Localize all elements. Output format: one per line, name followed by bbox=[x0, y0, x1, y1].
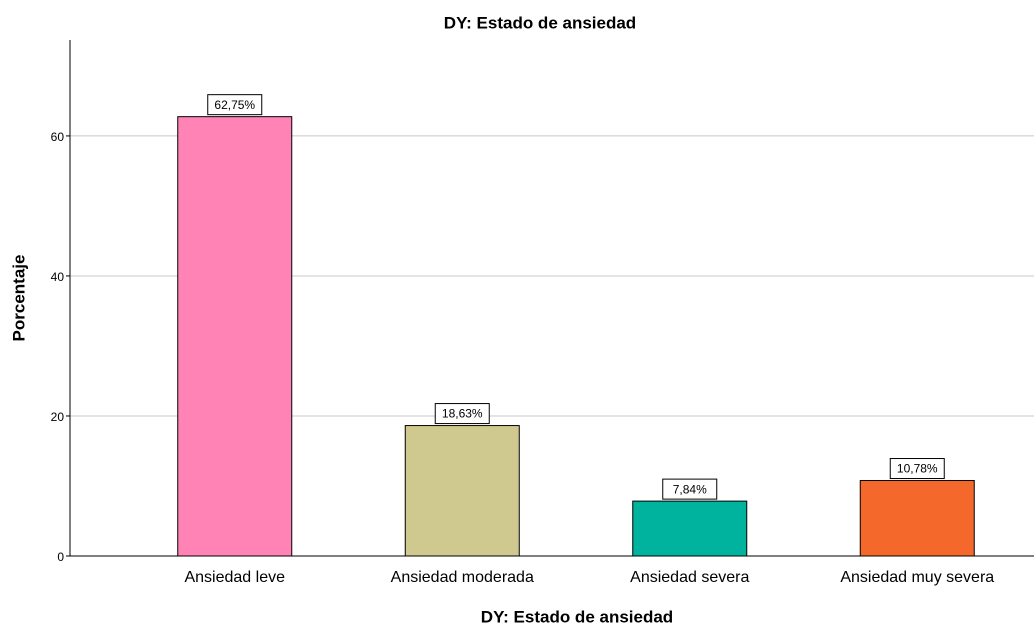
bar bbox=[632, 500, 748, 557]
value-label-box bbox=[889, 458, 945, 480]
chart-title: DY: Estado de ansiedad bbox=[444, 13, 636, 32]
value-label: 62,75% bbox=[214, 98, 255, 112]
y-tick-label: 20 bbox=[51, 410, 65, 424]
value-label-box bbox=[662, 478, 718, 500]
y-axis-label: Porcentaje bbox=[9, 255, 28, 342]
x-tick-label: Ansiedad leve bbox=[184, 569, 285, 586]
y-tick-label: 60 bbox=[51, 130, 65, 144]
y-tick-label: 40 bbox=[51, 270, 65, 284]
bar bbox=[177, 116, 293, 557]
value-label: 18,63% bbox=[442, 407, 483, 421]
value-label: 7,84% bbox=[673, 482, 707, 496]
y-tick-label: 0 bbox=[57, 550, 64, 564]
bar bbox=[859, 480, 975, 557]
x-tick-label: Ansiedad severa bbox=[630, 569, 749, 586]
value-label-box bbox=[434, 403, 490, 425]
x-tick-label: Ansiedad muy severa bbox=[840, 569, 994, 586]
bar bbox=[404, 425, 520, 557]
x-tick-label: Ansiedad moderada bbox=[391, 569, 534, 586]
value-label-box bbox=[207, 94, 263, 116]
value-label: 10,78% bbox=[897, 462, 938, 476]
x-axis-label: DY: Estado de ansiedad bbox=[481, 607, 673, 626]
